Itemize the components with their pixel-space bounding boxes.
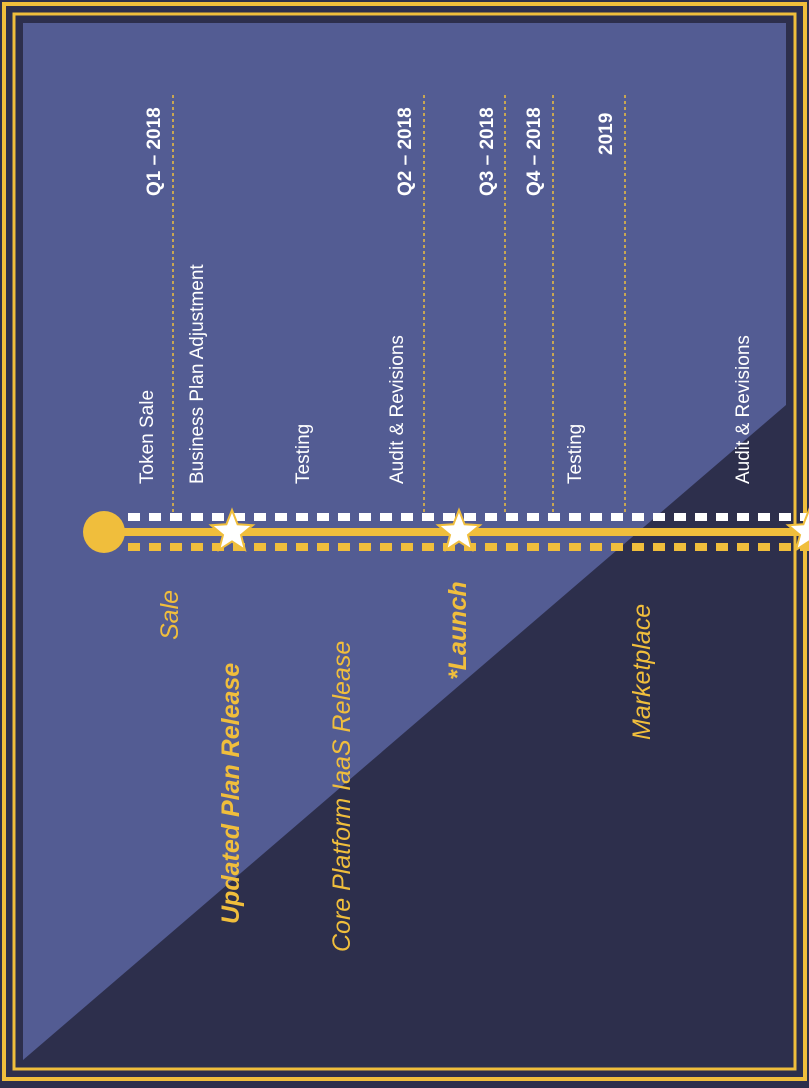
date-q2-2018: Q2 – 2018: [395, 107, 416, 196]
task-business-plan-adjustment: Business Plan Adjustment: [187, 264, 208, 484]
milestone-launch: *Launch: [444, 581, 472, 680]
star-icon: [435, 507, 483, 553]
task-audit-revisions: Audit & Revisions: [733, 335, 754, 484]
task-token-sale: Token Sale: [137, 389, 158, 484]
inner-frame: [12, 12, 797, 1071]
date-q3-2018: Q3 – 2018: [477, 107, 498, 196]
date-2019: 2019: [596, 112, 617, 155]
light-triangle: [23, 23, 786, 1060]
star-icon: [785, 507, 809, 553]
task-testing: Testing: [565, 423, 586, 484]
date-q1-2018: Q1 – 2018: [144, 107, 165, 196]
milestone-sale: Sale: [156, 589, 184, 640]
milestone-updated-plan-release: Updated Plan Release: [217, 662, 245, 924]
start-circle-icon: [83, 511, 125, 553]
task-audit-revisions: Audit & Revisions: [387, 335, 408, 484]
task-testing: Testing: [293, 423, 314, 484]
date-q4-2018: Q4 – 2018: [524, 107, 545, 196]
milestone-core-platform-iaas-release: Core Platform IaaS Release: [328, 640, 356, 952]
star-icon: [208, 507, 256, 553]
milestone-marketplace: Marketplace: [628, 603, 656, 740]
